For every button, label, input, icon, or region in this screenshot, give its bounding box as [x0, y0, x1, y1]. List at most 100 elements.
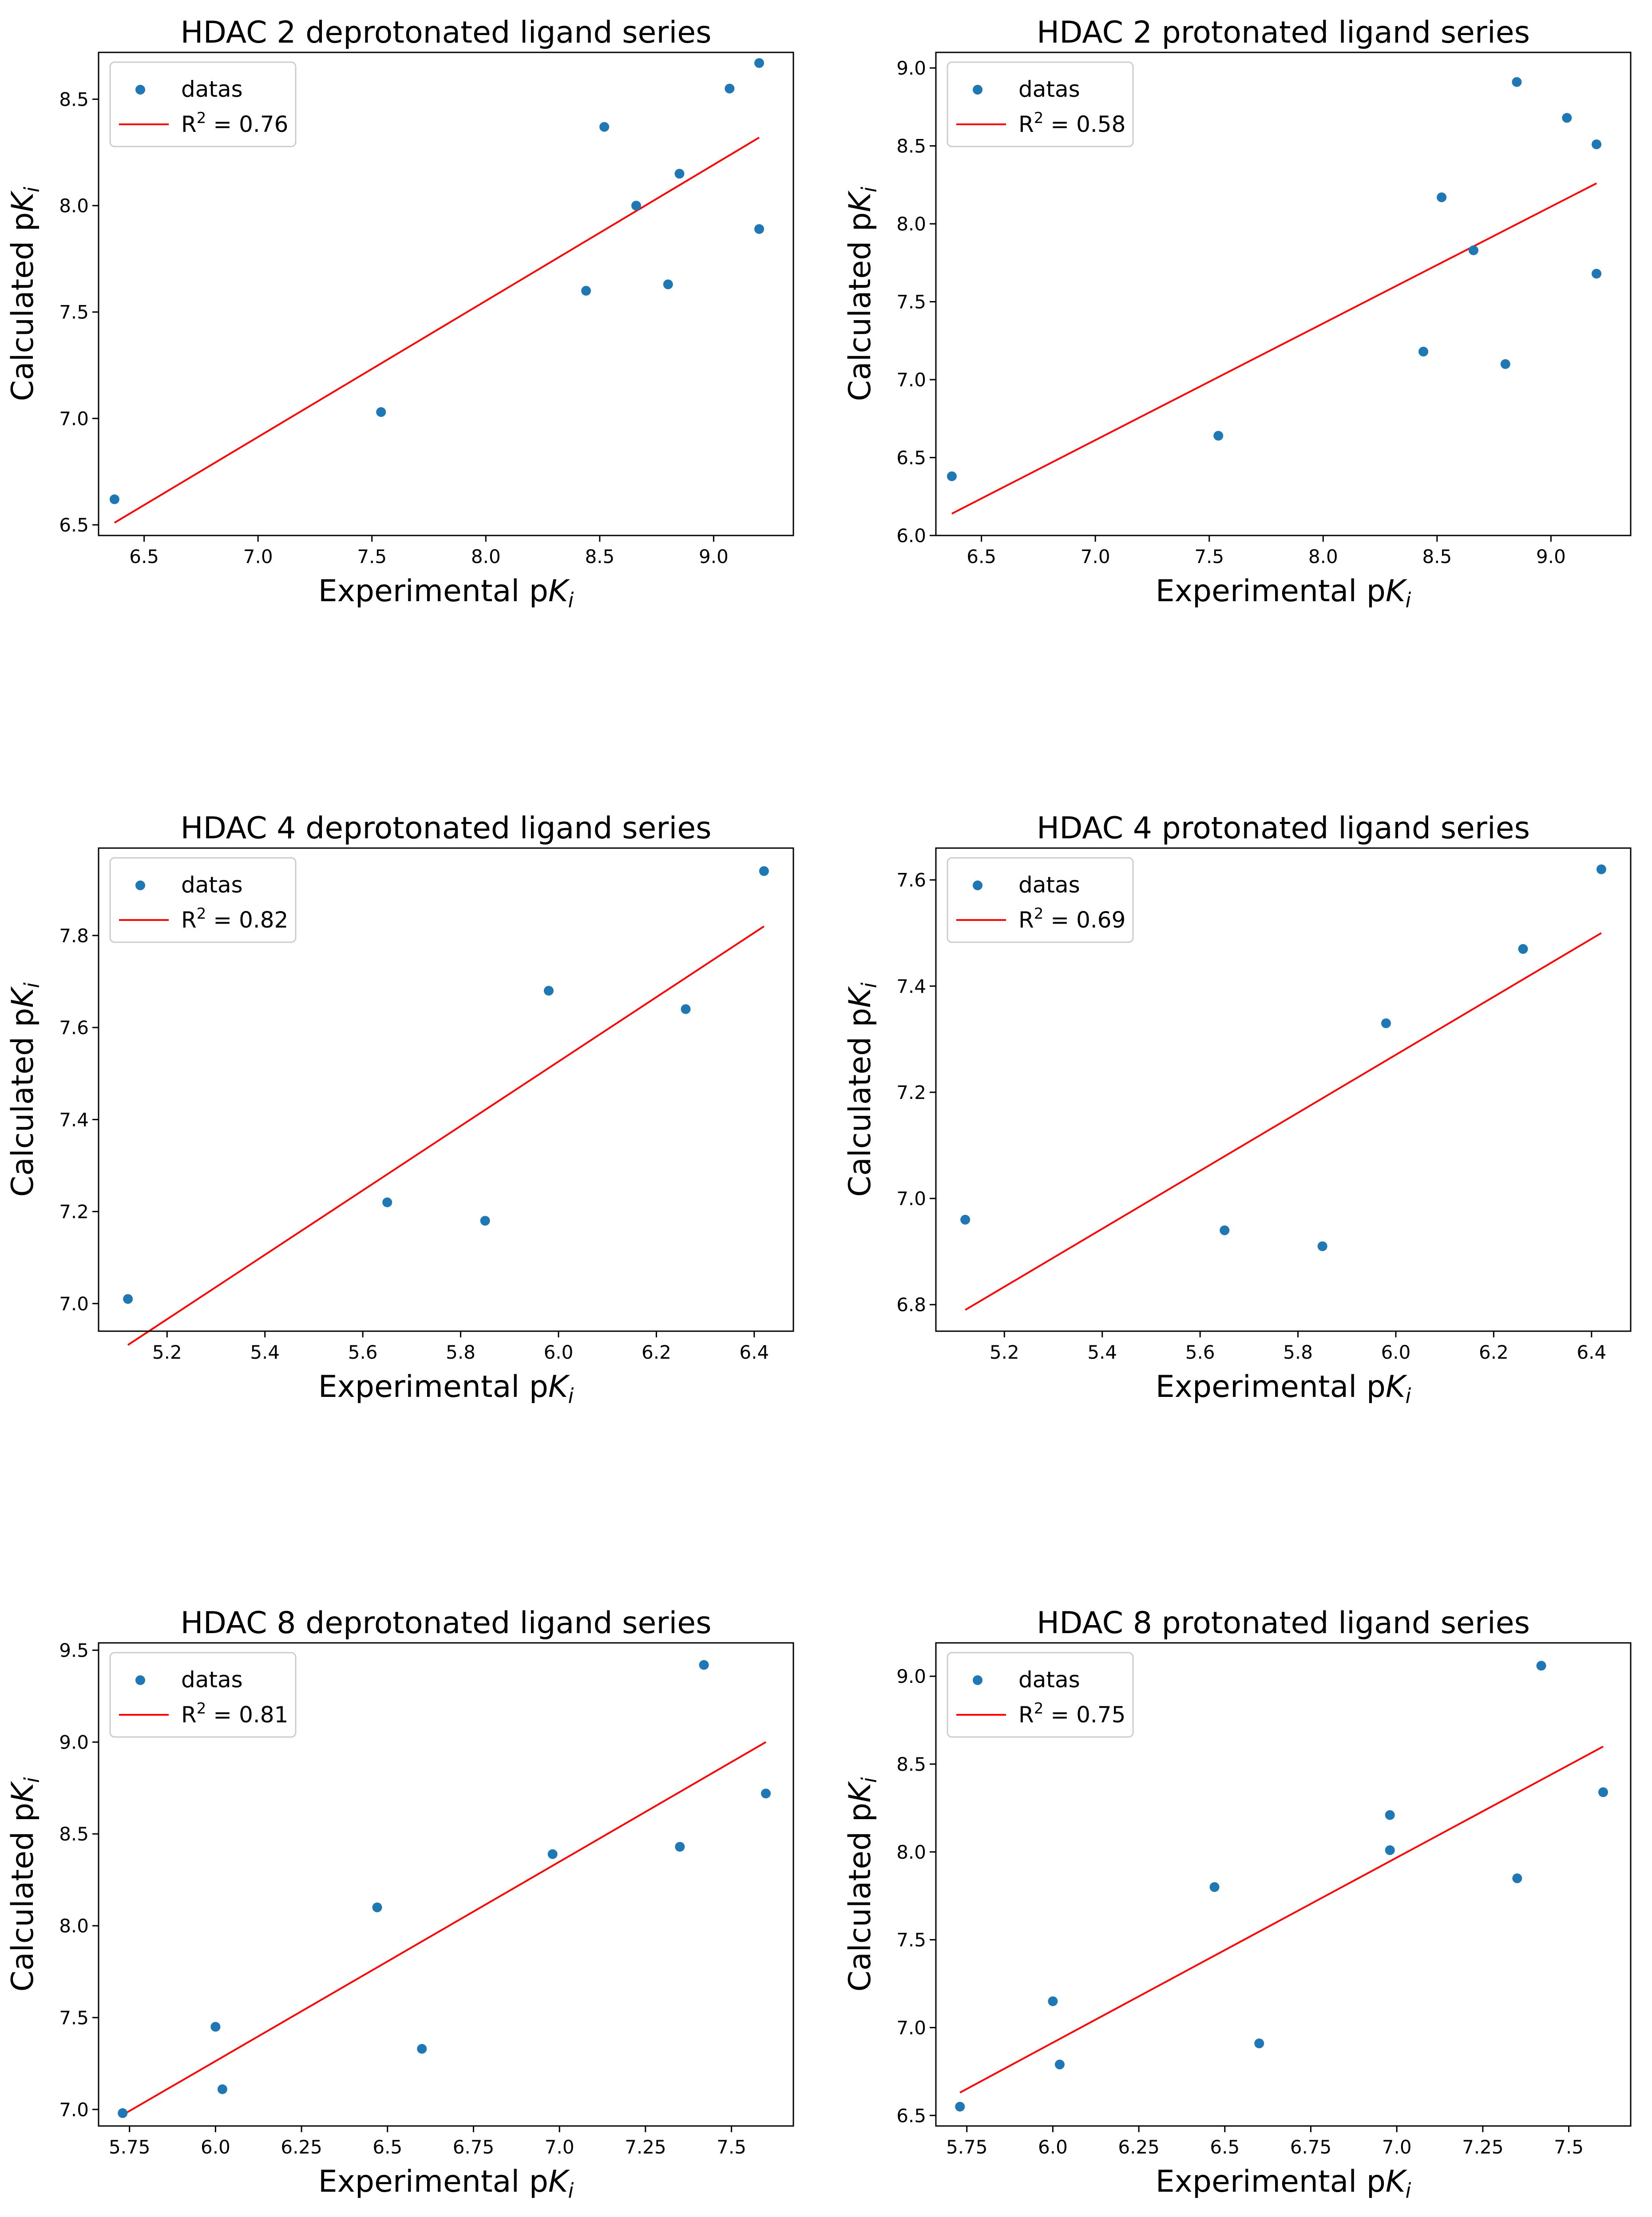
- data-point: [1048, 1996, 1058, 2007]
- x-tick-label: 9.0: [699, 546, 729, 567]
- y-tick-label: 7.0: [896, 369, 926, 391]
- data-point: [382, 1197, 392, 1207]
- axis-label-var: K: [548, 574, 570, 609]
- x-tick-label: 9.0: [1536, 546, 1566, 567]
- y-tick-label: 7.6: [59, 1017, 89, 1039]
- axis-label-var: K: [1386, 2164, 1408, 2199]
- x-tick-label: 6.0: [544, 1341, 574, 1363]
- data-point: [1536, 1661, 1546, 1671]
- chart-title: HDAC 4 protonated ligand series: [1037, 811, 1530, 846]
- data-point: [1220, 1225, 1230, 1235]
- regression-line: [965, 932, 1602, 1311]
- axis-label-sub: i: [1406, 588, 1411, 612]
- data-point: [109, 494, 119, 504]
- data-point: [663, 279, 673, 290]
- x-tick-label: 6.0: [1038, 2136, 1068, 2158]
- x-tick-label: 6.2: [642, 1341, 671, 1363]
- legend-label-fit: R2 = 0.82: [181, 905, 288, 933]
- y-tick-label: 9.5: [59, 1640, 89, 1662]
- data-point: [1500, 359, 1510, 369]
- legend-label-fit: R2 = 0.81: [181, 1700, 288, 1728]
- y-tick-label: 7.5: [896, 1929, 926, 1951]
- data-point: [1518, 944, 1528, 954]
- x-axis-label: Experimental pKi: [318, 2164, 574, 2203]
- x-tick-label: 7.5: [717, 2136, 746, 2158]
- x-tick-label: 8.0: [1308, 546, 1338, 567]
- y-tick-label: 9.0: [896, 57, 926, 79]
- chart-title: HDAC 8 deprotonated ligand series: [180, 1606, 711, 1641]
- chart-panel: HDAC 2 deprotonated ligand series 6.5 7.0 7…: [5, 15, 794, 612]
- y-axis-label: Calculated pKi: [843, 982, 881, 1197]
- x-tick-label: 6.75: [453, 2136, 495, 2158]
- x-tick-label: 5.75: [109, 2136, 151, 2158]
- regression-line: [127, 925, 765, 1346]
- data-point: [599, 122, 610, 132]
- x-tick-label: 7.0: [1382, 2136, 1412, 2158]
- data-point: [759, 866, 769, 876]
- x-tick-label: 6.5: [372, 2136, 402, 2158]
- data-point: [480, 1216, 490, 1226]
- y-axis-label: Calculated pKi: [5, 1777, 44, 1991]
- legend-label-points: datas: [181, 76, 243, 102]
- legend-label-points: datas: [1018, 76, 1080, 102]
- x-tick-label: 6.4: [1577, 1341, 1606, 1363]
- x-tick-label: 5.4: [250, 1341, 280, 1363]
- y-tick-label: 6.0: [896, 525, 926, 547]
- x-tick-label: 8.5: [1422, 546, 1452, 567]
- x-tick-label: 6.75: [1290, 2136, 1332, 2158]
- data-point: [675, 1842, 685, 1852]
- axis-label-var: K: [5, 1781, 40, 1803]
- x-tick-label: 7.0: [1081, 546, 1110, 567]
- y-tick-label: 7.8: [59, 925, 89, 947]
- data-point: [631, 201, 641, 211]
- legend-box: [947, 857, 1134, 943]
- data-point: [699, 1660, 709, 1670]
- data-point: [1385, 1845, 1395, 1855]
- y-tick-label: 9.0: [59, 1731, 89, 1753]
- data-point: [1317, 1241, 1327, 1251]
- data-point: [547, 1849, 558, 1859]
- y-axis-label: Calculated pKi: [843, 186, 881, 401]
- data-point: [754, 58, 765, 68]
- data-point: [1385, 1810, 1395, 1820]
- x-tick-label: 5.6: [1185, 1341, 1215, 1363]
- y-tick-label: 7.0: [59, 1293, 89, 1315]
- x-tick-label: 7.25: [1462, 2136, 1504, 2158]
- data-point: [217, 2084, 227, 2094]
- x-tick-label: 5.2: [152, 1341, 182, 1363]
- data-point: [210, 2022, 221, 2032]
- legend-box: [109, 61, 297, 147]
- x-axis-label: Experimental pKi: [1156, 2164, 1411, 2203]
- y-tick-label: 8.0: [59, 195, 89, 217]
- legend-label-points: datas: [181, 872, 243, 898]
- axis-label-sub: i: [857, 186, 881, 192]
- data-point: [725, 83, 735, 94]
- axis-label-var: K: [5, 190, 40, 212]
- axis-label-var: K: [548, 1369, 570, 1404]
- legend-marker-points: [973, 1675, 982, 1685]
- axis-label-main: Calculated p: [5, 1803, 40, 1992]
- legend-box: [109, 1652, 297, 1738]
- chart-title: HDAC 8 protonated ligand series: [1037, 1606, 1530, 1641]
- legend-box: [109, 857, 297, 943]
- axis-label-var: K: [1386, 574, 1408, 609]
- data-point: [1054, 2059, 1065, 2070]
- legend-box: [947, 61, 1134, 147]
- data-point: [1592, 139, 1602, 150]
- chart-panel: HDAC 8 protonated ligand series 5.75 6.0 6.…: [843, 1606, 1632, 2203]
- axis-label-main: Experimental p: [318, 2164, 548, 2199]
- data-point: [581, 286, 591, 296]
- axis-label-sub: i: [20, 186, 44, 192]
- data-point: [118, 2108, 128, 2118]
- y-tick-label: 8.0: [59, 1915, 89, 1937]
- legend-marker-points: [135, 880, 145, 890]
- y-tick-label: 7.5: [896, 291, 926, 313]
- y-tick-label: 7.4: [896, 976, 926, 997]
- plot-frame: [98, 847, 794, 1332]
- axis-label-var: K: [843, 1781, 878, 1803]
- y-tick-label: 8.5: [59, 1823, 89, 1845]
- y-tick-label: 6.5: [896, 2105, 926, 2126]
- data-point: [1596, 864, 1606, 874]
- data-point: [681, 1004, 691, 1014]
- legend: datas R2 = 0.69: [947, 857, 1134, 943]
